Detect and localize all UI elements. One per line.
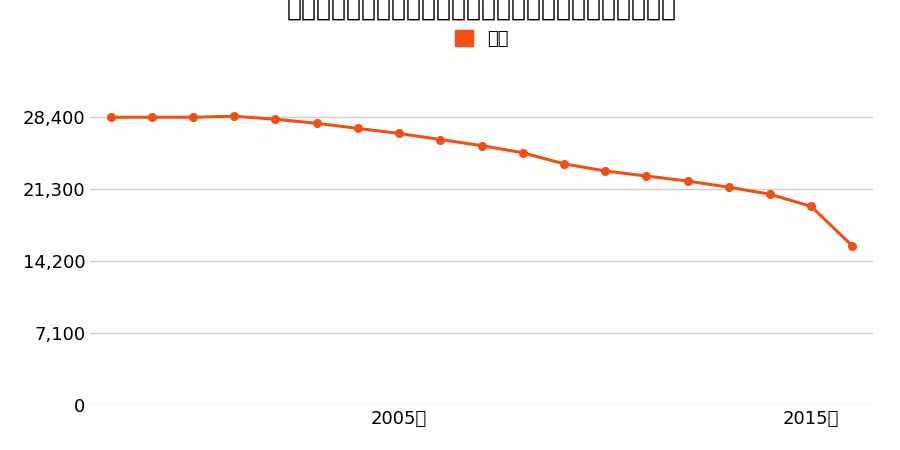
Legend: 価格: 価格 xyxy=(447,22,516,55)
Title: 長崎県平戸市大久保町字東大久保２３２０番１の地価推移: 長崎県平戸市大久保町字東大久保２３２０番１の地価推移 xyxy=(286,0,677,21)
